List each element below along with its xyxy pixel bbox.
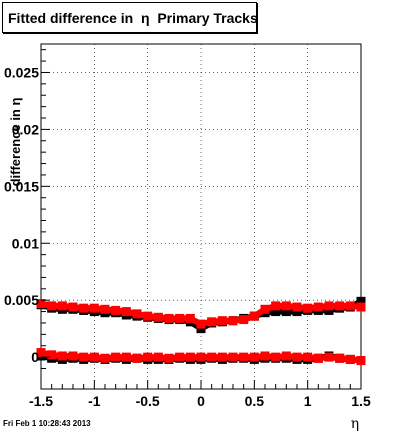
data-point [57,351,67,361]
data-point [356,356,366,366]
data-point [313,302,323,312]
data-point [164,353,174,363]
y-tick-label: 0 [31,349,39,365]
data-point [271,307,281,317]
data-point [153,312,163,322]
data-point [143,352,153,362]
data-point [132,353,142,363]
data-point [36,299,46,309]
data-point [260,351,270,361]
data-point [335,301,345,311]
data-point [313,353,323,363]
y-tick-label: 0.015 [4,178,39,194]
data-point [68,302,78,312]
data-point [121,352,131,362]
series-4 [36,348,366,366]
data-point [324,352,334,362]
x-tick-label: -0.5 [136,393,160,409]
data-point [68,351,78,361]
data-point [345,354,355,364]
data-point [303,303,313,313]
data-point [335,353,345,363]
data-point [228,316,238,326]
y-tick-label: 0.02 [12,121,39,137]
data-point [292,352,302,362]
data-point [239,352,249,362]
data-point [79,352,89,362]
data-point [324,305,334,315]
y-tick-label: 0.005 [4,292,39,308]
data-point [281,351,291,361]
x-tick-label: 0 [197,393,205,409]
data-point [249,311,259,321]
data-point [111,352,121,362]
data-point [57,301,67,311]
data-point [143,311,153,321]
data-point [345,301,355,311]
data-point [196,324,206,334]
x-axis-title: η [351,416,359,432]
data-point [196,319,206,329]
y-axis-title: difference in η [8,98,23,187]
y-tick-label: 0.01 [12,235,39,251]
data-point [132,309,142,319]
data-point [47,350,57,360]
axes: -1.5 -1 -0.5 0 0.5 1 1.5 0 0.005 0.01 0.015 0.02 0.0… [4,49,371,409]
data-point [185,313,195,323]
data-point [100,353,110,363]
chart-title: Fitted difference in η Primary Tracks [2,2,258,33]
data-point [36,348,46,358]
data-point [79,303,89,313]
data-point [47,301,57,311]
data-point [111,305,121,315]
data-point [356,296,366,306]
data-point [121,307,131,317]
data-point [292,307,302,317]
data-point [153,352,163,362]
data-point [207,317,217,327]
x-tick-label: -1 [88,393,101,409]
data-point [175,313,185,323]
data-point [217,352,227,362]
data-point [249,352,259,362]
data-point [89,352,99,362]
x-tick-label: 0.5 [245,393,265,409]
x-tick-label: 1.5 [351,393,371,409]
timestamp: Fri Feb 1 10:28:43 2013 [3,419,91,428]
data-point [292,302,302,312]
data-point [356,302,366,312]
x-tick-label: -1.5 [29,393,53,409]
data-point [164,313,174,323]
x-tick-label: 1 [304,393,312,409]
data-point [281,307,291,317]
series-3 [36,299,366,329]
data-point [217,316,227,326]
y-tick-label: 0.025 [4,64,39,80]
data-point [228,352,238,362]
data-point [207,352,217,362]
data-point [185,352,195,362]
grid [40,44,362,389]
data-point [303,352,313,362]
data-point [324,301,334,311]
data-point [271,301,281,311]
data-series [36,296,366,366]
data-point [260,304,270,314]
data-point [271,352,281,362]
data-point [100,304,110,314]
data-point [239,315,249,325]
data-point [281,301,291,311]
data-point [175,352,185,362]
data-point [89,303,99,313]
data-point [196,352,206,362]
